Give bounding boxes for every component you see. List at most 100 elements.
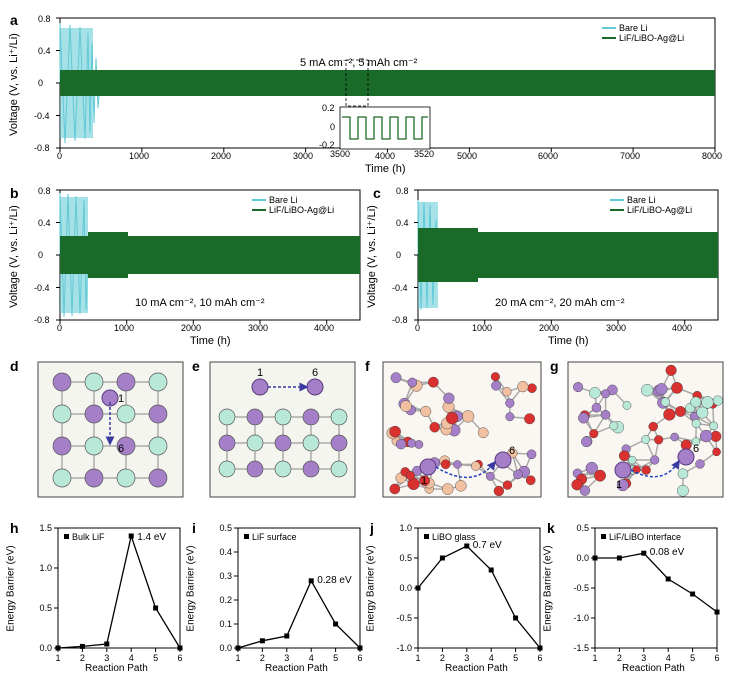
svg-text:1.0: 1.0 (399, 523, 412, 533)
svg-text:4: 4 (489, 653, 494, 663)
panel-d-label: d (10, 358, 19, 374)
svg-text:3: 3 (641, 653, 646, 663)
svg-text:0.0: 0.0 (39, 643, 52, 653)
a-yt2: 0 (38, 78, 43, 88)
svg-text:3: 3 (104, 653, 109, 663)
svg-text:6: 6 (693, 443, 699, 455)
svg-text:2: 2 (80, 653, 85, 663)
svg-text:1: 1 (118, 393, 124, 405)
a-yt0: 0.8 (38, 14, 51, 24)
panel-a-ylabel: Voltage (V, vs. Li⁺/Li) (7, 33, 20, 136)
svg-text:-1.5: -1.5 (573, 643, 589, 653)
panel-c-legend: Bare Li LiF/LiBO-Ag@Li (608, 194, 694, 216)
panel-j-chart: -1.0-0.50.00.51.0123456LiBO glass0.7 eV (418, 528, 540, 648)
svg-text:LiF/LiBO interface: LiF/LiBO interface (609, 532, 681, 542)
svg-text:0.7 eV: 0.7 eV (473, 540, 502, 551)
b-xt3: 3000 (248, 323, 268, 333)
svg-text:0.5: 0.5 (576, 523, 589, 533)
panel-b-xlabel: Time (h) (190, 335, 231, 347)
a-xt4: 4000 (375, 151, 395, 161)
c-leg1: Bare Li (627, 195, 656, 205)
panel-f-label: f (365, 358, 370, 374)
c-leg2: LiF/LiBO-Ag@Li (627, 205, 692, 215)
a-inset-xt1: 3500 (330, 149, 350, 159)
svg-text:0.1: 0.1 (219, 619, 232, 629)
svg-text:0.5: 0.5 (399, 553, 412, 563)
panel-c-annotation: 20 mA cm⁻², 20 mAh cm⁻² (495, 296, 625, 309)
svg-text:0.5: 0.5 (219, 523, 232, 533)
j-yl: Energy Barrier (eV) (366, 545, 377, 631)
panel-a-inset (340, 107, 430, 149)
a-xt8: 8000 (702, 151, 722, 161)
c-xt3: 3000 (606, 323, 626, 333)
svg-text:6: 6 (714, 653, 719, 663)
svg-text:6: 6 (177, 653, 182, 663)
a-inset-xt2: 3520 (414, 149, 434, 159)
svg-text:-0.5: -0.5 (573, 583, 589, 593)
svg-text:LiF surface: LiF surface (252, 532, 297, 542)
b-yt0: 0.8 (38, 186, 51, 196)
i-xl: Reaction Path (265, 663, 328, 674)
b-yt4: -0.8 (34, 315, 50, 325)
c-xt4: 4000 (672, 323, 692, 333)
panel-b-legend: Bare Li LiF/LiBO-Ag@Li (250, 194, 336, 216)
svg-text:0.0: 0.0 (576, 553, 589, 563)
svg-text:0.2: 0.2 (219, 595, 232, 605)
c-xt2: 2000 (539, 323, 559, 333)
svg-text:0.0: 0.0 (219, 643, 232, 653)
panel-k-label: k (547, 520, 555, 536)
panel-b-label: b (10, 185, 19, 201)
panel-e-diagram: 1 6 (210, 362, 355, 497)
a-xt6: 6000 (538, 151, 558, 161)
a-xt2: 2000 (211, 151, 231, 161)
b-yt1: 0.4 (38, 218, 51, 228)
svg-text:-1.0: -1.0 (396, 643, 412, 653)
svg-text:4: 4 (129, 653, 134, 663)
svg-text:Bulk LiF: Bulk LiF (72, 532, 105, 542)
svg-text:0.5: 0.5 (39, 603, 52, 613)
svg-text:4: 4 (309, 653, 314, 663)
panel-g-diagram: 1 6 (568, 362, 723, 497)
a-xt5: 5000 (457, 151, 477, 161)
svg-text:1.4 eV: 1.4 eV (137, 532, 166, 543)
b-xt1: 1000 (114, 323, 134, 333)
b-xt0: 0 (57, 323, 62, 333)
a-xt3: 3000 (293, 151, 313, 161)
svg-text:6: 6 (118, 443, 124, 455)
svg-text:6: 6 (357, 653, 362, 663)
c-yt2: 0 (396, 250, 401, 260)
k-xl: Reaction Path (622, 663, 685, 674)
svg-text:1: 1 (616, 479, 622, 491)
svg-text:-0.5: -0.5 (396, 613, 412, 623)
b-yt3: -0.4 (34, 283, 50, 293)
svg-text:3: 3 (284, 653, 289, 663)
panel-c-ylabel: Voltage (V, vs. Li⁺/Li) (365, 205, 378, 308)
panel-a-annotation: 5 mA cm⁻², 5 mAh cm⁻² (300, 56, 417, 69)
panel-a-label: a (10, 12, 18, 28)
panel-k-chart: -1.5-1.0-0.50.00.5123456LiF/LiBO interfa… (595, 528, 717, 648)
svg-text:-1.0: -1.0 (573, 613, 589, 623)
panel-c-xlabel: Time (h) (548, 335, 589, 347)
svg-text:2: 2 (260, 653, 265, 663)
panel-i-chart: 0.00.10.20.30.40.5123456LiF surface0.28 … (238, 528, 360, 648)
svg-text:6: 6 (509, 445, 515, 457)
svg-text:2: 2 (440, 653, 445, 663)
b-leg1: Bare Li (269, 195, 298, 205)
panel-g-label: g (550, 358, 559, 374)
b-xt4: 4000 (314, 323, 334, 333)
panel-f-diagram: 1 6 (383, 362, 541, 497)
a-xt7: 7000 (620, 151, 640, 161)
panel-a-xlabel: Time (h) (365, 163, 406, 175)
svg-text:3: 3 (464, 653, 469, 663)
c-xt0: 0 (415, 323, 420, 333)
a-inset-yt2: 0 (330, 122, 335, 132)
svg-text:4: 4 (666, 653, 671, 663)
a-yt3: -0.4 (34, 111, 50, 121)
svg-text:5: 5 (333, 653, 338, 663)
a-leg2: LiF/LiBO-Ag@Li (619, 33, 684, 43)
j-xl: Reaction Path (445, 663, 508, 674)
svg-text:LiBO glass: LiBO glass (432, 532, 476, 542)
h-xl: Reaction Path (85, 663, 148, 674)
a-leg1: Bare Li (619, 23, 648, 33)
svg-text:5: 5 (153, 653, 158, 663)
